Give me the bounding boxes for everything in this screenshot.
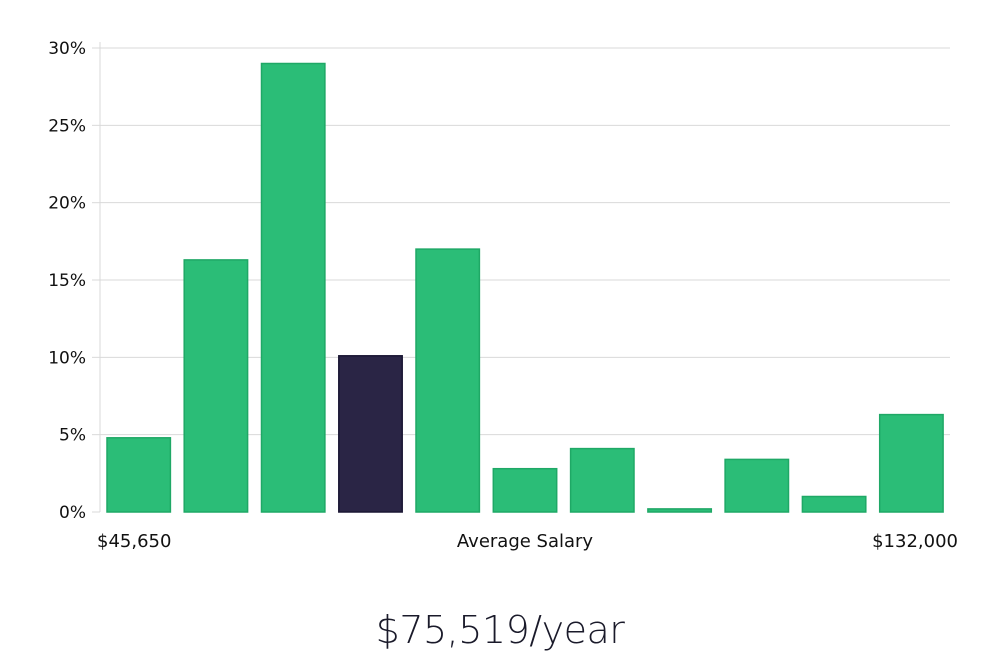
bar xyxy=(569,447,635,513)
bars xyxy=(106,62,944,513)
x-min-label: $45,650 xyxy=(97,531,171,552)
y-tick-label: 5% xyxy=(59,426,86,446)
y-tick-label: 25% xyxy=(48,116,86,136)
average-salary: $75,519/year xyxy=(375,608,625,652)
bar xyxy=(183,259,249,513)
x-max-label: $132,000 xyxy=(872,531,958,552)
x-axis-label: Average Salary xyxy=(457,531,594,552)
y-axis-ticks: 0% 5% 10% 15% 20% 25% 30% xyxy=(48,39,100,523)
bar xyxy=(492,467,558,513)
bar xyxy=(260,62,326,513)
y-tick-label: 0% xyxy=(59,503,86,523)
bar xyxy=(801,495,867,513)
bar xyxy=(724,458,790,513)
bar xyxy=(647,508,713,513)
bar-highlight xyxy=(338,355,403,513)
salary-histogram: 0% 5% 10% 15% 20% 25% 30% $45,650 Average Sala… xyxy=(48,39,958,552)
bar xyxy=(415,248,481,513)
y-tick-label: 20% xyxy=(48,194,86,214)
bar xyxy=(106,437,172,513)
y-tick-label: 30% xyxy=(48,39,86,59)
bar xyxy=(878,413,944,513)
y-tick-label: 10% xyxy=(48,348,86,368)
y-tick-label: 15% xyxy=(48,271,86,291)
